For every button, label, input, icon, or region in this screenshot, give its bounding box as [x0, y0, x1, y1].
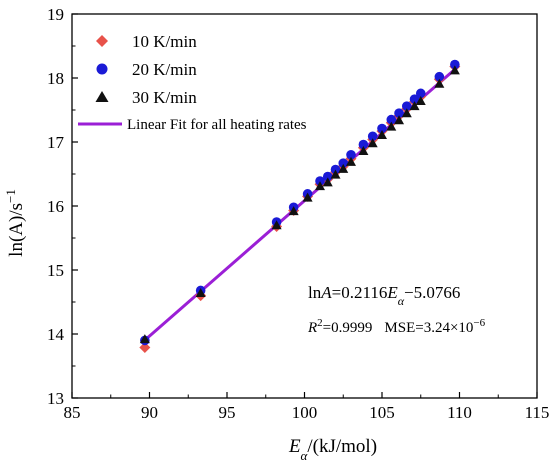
data-point-s2-1	[195, 288, 206, 298]
fit-equation: lnA=0.2116Eα−5.0766	[308, 283, 460, 308]
eq-sub: α	[398, 294, 405, 308]
stats-R: R	[307, 320, 317, 336]
fit-stats: R2=0.9999 MSE=3.24×10−6	[307, 317, 486, 336]
data-point-s2-15	[401, 108, 412, 118]
legend: 10 K/min 20 K/min 30 K/min Linear Fit fo…	[78, 32, 307, 133]
data-point-s2-19	[449, 65, 460, 75]
data-point-s1-16	[409, 94, 420, 104]
data-point-s2-8	[338, 163, 349, 173]
eq-A: A	[320, 283, 332, 302]
legend-label-10k: 10 K/min	[132, 32, 197, 51]
x-tick-label-6: 115	[525, 403, 550, 422]
data-point-s2-18	[434, 78, 445, 88]
data-point-s2-2	[271, 220, 282, 230]
data-point-s2-16	[409, 101, 420, 111]
x-tick-label-4: 105	[369, 403, 395, 422]
y-tick-label-3: 16	[47, 197, 64, 216]
y-axis-label: ln(A)/s−1	[3, 189, 28, 257]
data-point-s2-17	[415, 96, 426, 106]
data-point-s1-19	[450, 59, 460, 70]
data-point-s1-8	[338, 158, 349, 168]
data-point-s1-11	[367, 131, 378, 142]
legend-marker-10k	[96, 35, 108, 47]
data-point-s1-15	[402, 101, 412, 111]
data-point-s2-10	[358, 145, 369, 155]
y-tick-label-0: 13	[47, 389, 64, 408]
y-tick-label-1: 14	[47, 325, 65, 344]
data-point-s1-10	[358, 139, 369, 150]
data-point-s1-5	[315, 176, 325, 186]
data-point-s1-7	[330, 164, 341, 175]
axes: 85 90 95 100 105 110 115 13 14 15 16 17 18 19	[47, 5, 549, 422]
data-point-s2-13	[386, 121, 397, 131]
legend-label-fit: Linear Fit for all heating rates	[127, 117, 307, 133]
stats-mse-exp: −6	[473, 317, 485, 329]
y-tick-label-6: 19	[47, 5, 64, 24]
legend-marker-30k	[95, 91, 109, 102]
y-tick-label-5: 18	[47, 69, 64, 88]
data-points-layer	[139, 59, 461, 353]
data-point-s2-3	[288, 206, 299, 216]
data-point-s2-9	[346, 156, 356, 166]
x-tick-label-1: 90	[141, 403, 158, 422]
data-point-s2-6	[322, 177, 333, 187]
x-label-sub: α	[301, 448, 309, 462]
x-tick-label-2: 95	[219, 403, 236, 422]
data-point-s2-12	[377, 129, 387, 139]
data-point-s2-7	[330, 169, 341, 179]
eq-E: E	[386, 283, 398, 302]
data-point-s0-0	[139, 341, 151, 353]
eq-ln: ln	[308, 283, 322, 302]
y-label-main: ln(A)/s	[6, 203, 27, 257]
data-point-s1-17	[415, 88, 426, 99]
stats-r-value: =0.9999	[323, 320, 373, 336]
eq-post: −5.0766	[404, 283, 460, 302]
data-point-s2-0	[139, 334, 150, 344]
y-tick-label-2: 15	[47, 261, 64, 280]
data-point-s1-6	[322, 171, 333, 182]
x-tick-label-0: 85	[64, 403, 81, 422]
legend-label-30k: 30 K/min	[132, 88, 197, 107]
stats-sup2: 2	[317, 317, 323, 329]
data-point-s2-5	[315, 181, 325, 191]
x-tick-label-3: 100	[292, 403, 318, 422]
x-label-unit: /(kJ/mol)	[307, 436, 377, 457]
data-point-s1-9	[346, 150, 356, 160]
eq-mid: =0.2116	[332, 283, 388, 302]
data-point-s1-14	[394, 108, 404, 118]
data-point-s2-4	[302, 192, 313, 202]
x-tick-label-5: 110	[447, 403, 472, 422]
data-point-s1-12	[377, 123, 387, 134]
legend-marker-20k	[96, 63, 108, 75]
data-point-s2-14	[394, 115, 405, 125]
data-point-s2-11	[367, 138, 378, 148]
stats-mse: MSE=3.24×10	[384, 320, 473, 336]
y-tick-label-4: 17	[47, 133, 65, 152]
data-point-s1-18	[434, 71, 445, 82]
data-point-s1-13	[386, 114, 397, 125]
legend-label-20k: 20 K/min	[132, 60, 197, 79]
x-label-E: E	[288, 436, 301, 457]
y-label-sup: −1	[3, 189, 18, 203]
x-axis-label: Eα/(kJ/mol)	[288, 436, 377, 462]
